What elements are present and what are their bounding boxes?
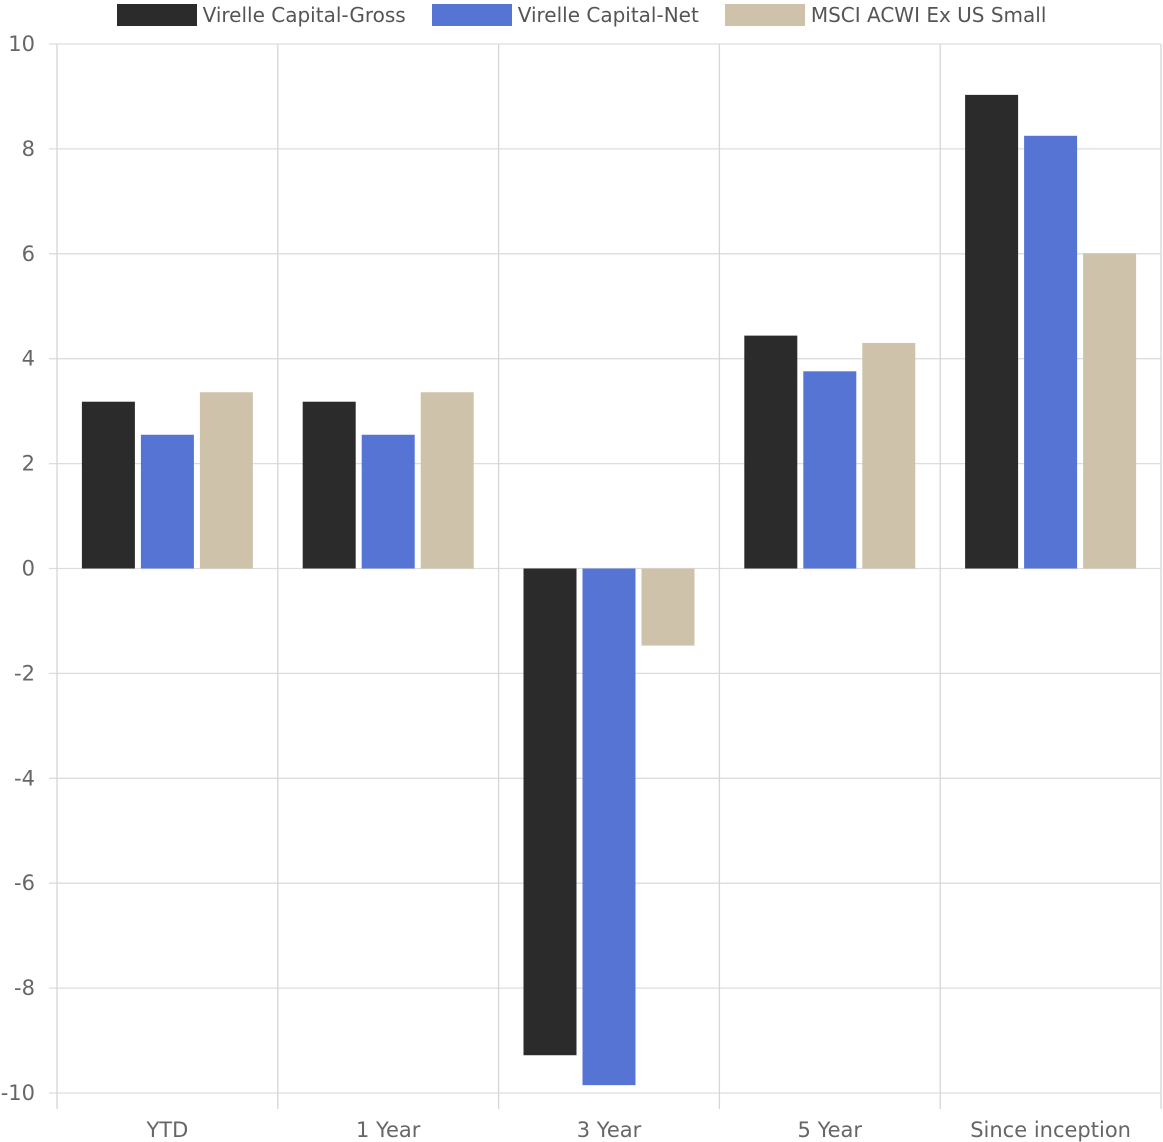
legend-label-net: Virelle Capital-Net <box>517 3 699 27</box>
y-tick-label: 8 <box>22 137 35 161</box>
bar-msci-acwi-ex-us-small-1-year <box>420 392 474 569</box>
bar-virelle-capital-net-3-year <box>582 568 636 1086</box>
bar-virelle-capital-gross-ytd <box>81 401 135 569</box>
bar-msci-acwi-ex-us-small-ytd <box>199 392 253 569</box>
y-tick-label: 6 <box>22 242 35 266</box>
y-tick-label: -6 <box>14 871 35 895</box>
bar-virelle-capital-net-since-inception <box>1024 135 1078 569</box>
bar-virelle-capital-net-1-year <box>361 434 415 569</box>
y-tick-label: 4 <box>22 347 35 371</box>
bar-virelle-capital-gross-since-inception <box>965 94 1019 569</box>
legend-swatch-gross <box>116 4 197 26</box>
y-tick-label: -4 <box>14 766 35 790</box>
x-tick-label: 5 Year <box>798 1118 863 1142</box>
y-tick-label: 10 <box>8 32 35 56</box>
y-tick-label: -10 <box>1 1081 35 1105</box>
bar-virelle-capital-net-5-year <box>803 371 857 569</box>
chart-legend: Virelle Capital-Gross Virelle Capital-Ne… <box>0 0 1163 30</box>
legend-item-gross[interactable]: Virelle Capital-Gross <box>116 3 406 27</box>
y-tick-label: 0 <box>22 557 35 581</box>
y-tick-label: -8 <box>14 976 35 1000</box>
bar-virelle-capital-gross-5-year <box>744 335 798 569</box>
bar-msci-acwi-ex-us-small-5-year <box>862 342 916 569</box>
bar-msci-acwi-ex-us-small-3-year <box>641 568 695 646</box>
y-tick-label: -2 <box>14 661 35 685</box>
x-tick-label: YTD <box>145 1118 188 1142</box>
x-tick-label: 3 Year <box>577 1118 642 1142</box>
y-tick-label: 2 <box>22 452 35 476</box>
bar-virelle-capital-net-ytd <box>140 434 194 569</box>
legend-swatch-net <box>431 4 512 26</box>
legend-item-benchmark[interactable]: MSCI ACWI Ex US Small <box>724 3 1047 27</box>
legend-label-gross: Virelle Capital-Gross <box>202 3 406 27</box>
x-tick-label: Since inception <box>970 1118 1131 1142</box>
bar-virelle-capital-gross-3-year <box>523 568 577 1056</box>
legend-label-benchmark: MSCI ACWI Ex US Small <box>810 3 1047 27</box>
bar-virelle-capital-gross-1-year <box>302 401 356 569</box>
legend-swatch-benchmark <box>724 4 805 26</box>
legend-item-net[interactable]: Virelle Capital-Net <box>431 3 699 27</box>
x-tick-label: 1 Year <box>356 1118 421 1142</box>
bar-msci-acwi-ex-us-small-since-inception <box>1083 253 1137 569</box>
